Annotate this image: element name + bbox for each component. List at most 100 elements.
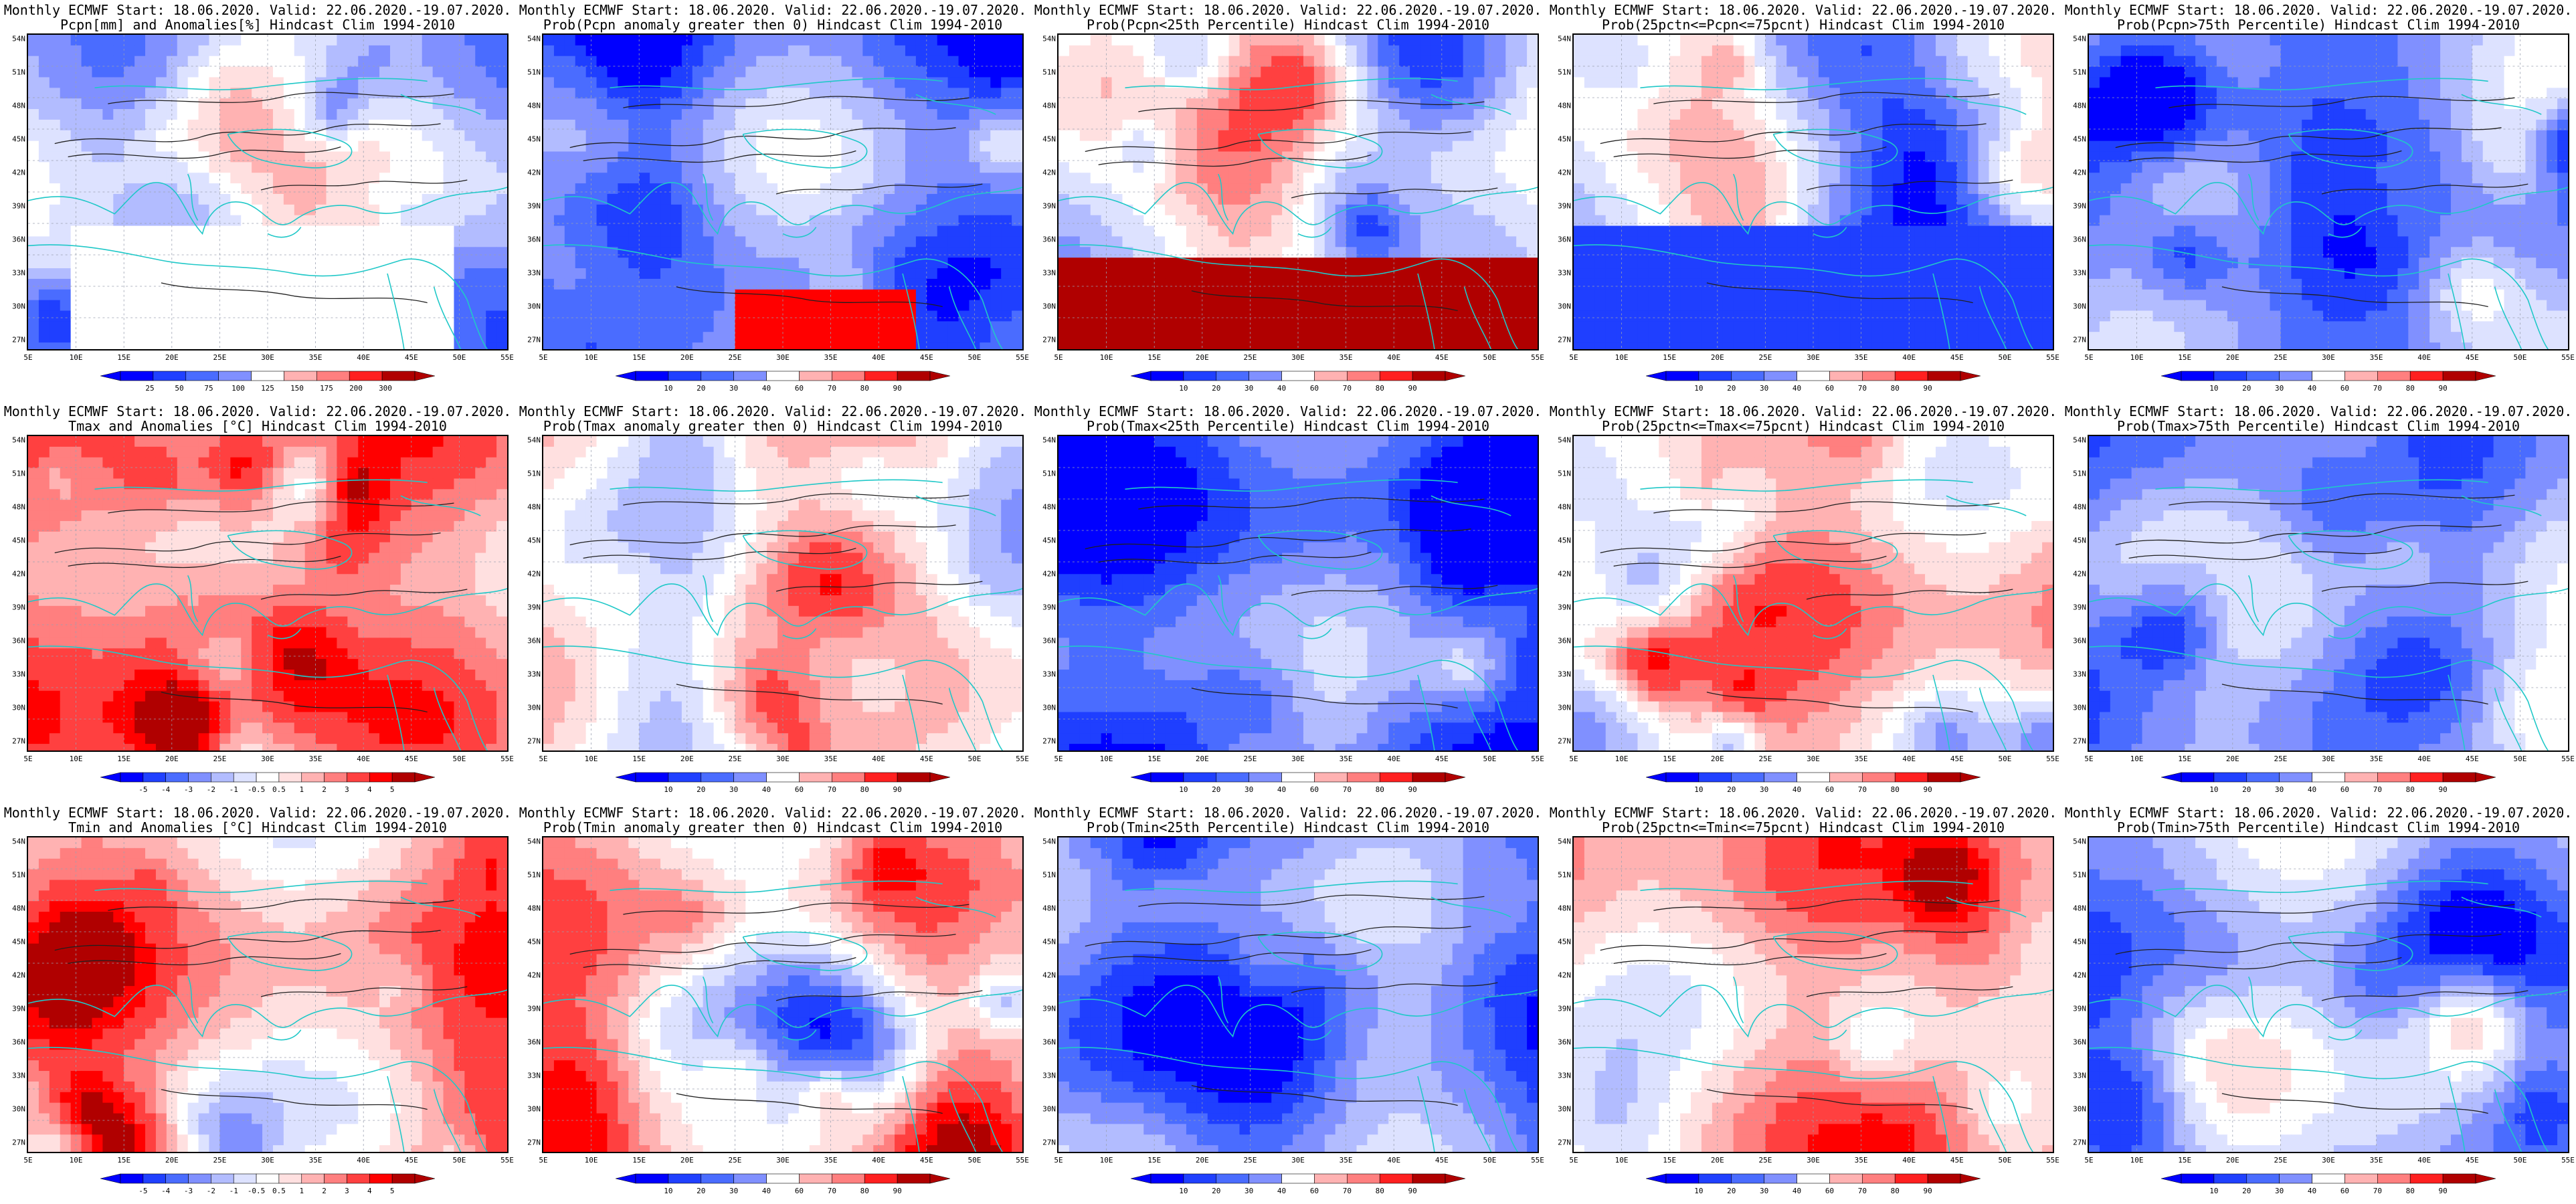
panel-subtitle: Prob(Tmax<25th Percentile) Hindcast Clim…: [1030, 419, 1546, 433]
latitude-label: 30N: [5, 1105, 25, 1114]
colorbar-tick-label: 20: [2242, 785, 2251, 794]
coastline: [2089, 1047, 2549, 1152]
colorbar-tick-label: 100: [232, 384, 245, 393]
contour-line: [68, 952, 341, 966]
colorbar-tick-label: 60: [795, 785, 804, 794]
longitude-label: 25E: [213, 755, 226, 763]
colorbar: [100, 772, 435, 783]
coastline: [610, 78, 996, 115]
latitude-label: 54N: [1036, 35, 1056, 43]
colorbar-tick-label: 20: [1727, 384, 1736, 393]
longitude-label: 15E: [1663, 353, 1676, 362]
map-panel: Monthly ECMWF Start: 18.06.2020. Valid: …: [2061, 401, 2576, 803]
longitude-label: 20E: [165, 755, 179, 763]
longitude-label: 40E: [1387, 1156, 1400, 1165]
longitude-label: 55E: [500, 353, 514, 362]
contour-line: [161, 692, 428, 713]
colorbar-tick-label: 90: [1923, 785, 1932, 794]
colorbar-tick-label: 80: [860, 384, 869, 393]
longitude-label: 20E: [2226, 755, 2239, 763]
latitude-label: 33N: [5, 269, 25, 278]
colorbar-tick-label: 10: [664, 785, 672, 794]
longitude-label: 35E: [1340, 1156, 1353, 1165]
latitude-label: 36N: [2066, 637, 2086, 645]
longitude-label: 25E: [2274, 1156, 2287, 1165]
latitude-label: 33N: [1551, 670, 1571, 679]
contour-line: [1613, 555, 1887, 569]
coastline: [28, 985, 507, 1038]
longitude-label: 30E: [261, 755, 274, 763]
longitude-label: 25E: [1243, 353, 1257, 362]
coastline: [2155, 880, 2542, 918]
latitude-label: 54N: [1036, 436, 1056, 445]
colorbar-tick-label: -1: [229, 785, 238, 794]
latitude-label: 42N: [1036, 570, 1056, 579]
longitude-label: 15E: [632, 353, 646, 362]
contour-line: [1653, 898, 2000, 911]
longitude-label: 45E: [2466, 1156, 2479, 1165]
longitude-label: 15E: [632, 1156, 646, 1165]
coastline: [742, 530, 868, 570]
latitude-label: 54N: [521, 35, 541, 43]
longitude-label: 50E: [1998, 755, 2011, 763]
latitude-label: 39N: [2066, 202, 2086, 211]
contour-line: [569, 524, 956, 546]
longitude-label: 45E: [1435, 353, 1449, 362]
contour-line: [2115, 934, 2502, 955]
longitude-label: 30E: [776, 755, 790, 763]
longitude-label: 10E: [1615, 353, 1629, 362]
contour-line: [2221, 1093, 2488, 1114]
forecast-map: [1572, 836, 2054, 1153]
coastline: [1732, 976, 1847, 1041]
longitude-label: 25E: [1243, 1156, 1257, 1165]
contour-line: [1806, 589, 2013, 600]
longitude-label: 25E: [1758, 755, 1772, 763]
colorbar-tick-label: 40: [1792, 1187, 1801, 1195]
colorbar-tick-label: 30: [2275, 785, 2284, 794]
latitude-label: 33N: [2066, 1072, 2086, 1080]
colorbar-tick-label: 20: [1212, 384, 1220, 393]
coastline: [902, 1076, 977, 1152]
latitude-label: 39N: [5, 202, 25, 211]
longitude-label: 50E: [1483, 1156, 1496, 1165]
latitude-label: 42N: [1551, 169, 1571, 177]
latitude-label: 33N: [1551, 269, 1571, 278]
longitude-label: 40E: [2417, 755, 2431, 763]
colorbar: [1131, 772, 1465, 783]
contour-line: [2221, 286, 2488, 308]
longitude-label: 20E: [1711, 755, 1724, 763]
panel-subtitle: Prob(Pcpn anomaly greater then 0) Hindca…: [515, 17, 1030, 32]
longitude-label: 15E: [1663, 755, 1676, 763]
colorbar-tick-label: 90: [2438, 1187, 2447, 1195]
longitude-label: 55E: [1016, 755, 1029, 763]
longitude-label: 5E: [1054, 755, 1063, 763]
latitude-label: 48N: [1551, 904, 1571, 913]
colorbar-tick-label: 40: [1277, 384, 1286, 393]
contour-line: [1191, 688, 1458, 709]
coastline: [1574, 182, 2053, 235]
longitude-label: 20E: [2226, 1156, 2239, 1165]
contour-line: [676, 1093, 943, 1114]
forecast-map: [542, 836, 1024, 1153]
coastline: [1574, 583, 2053, 637]
latitude-label: 54N: [1036, 837, 1056, 846]
longitude-label: 15E: [2178, 353, 2191, 362]
colorbar-tick-label: 60: [1310, 1187, 1319, 1195]
colorbar-tick-label: 20: [1727, 1187, 1736, 1195]
longitude-label: 20E: [1711, 1156, 1724, 1165]
colorbar-tick-label: 80: [1376, 384, 1384, 393]
contour-line: [676, 286, 943, 308]
longitude-label: 30E: [776, 353, 790, 362]
latitude-label: 42N: [5, 570, 25, 579]
longitude-label: 50E: [452, 1156, 466, 1165]
latitude-label: 45N: [1036, 938, 1056, 946]
colorbar-tick-label: 4: [367, 1187, 372, 1195]
longitude-label: 40E: [357, 755, 370, 763]
latitude-label: 54N: [521, 436, 541, 445]
longitude-label: 10E: [585, 755, 598, 763]
coastline: [387, 273, 462, 349]
colorbar-tick-label: 10: [1694, 384, 1703, 393]
latitude-label: 30N: [521, 302, 541, 311]
latitude-label: 45N: [521, 135, 541, 144]
colorbar-tick-label: 70: [828, 384, 836, 393]
